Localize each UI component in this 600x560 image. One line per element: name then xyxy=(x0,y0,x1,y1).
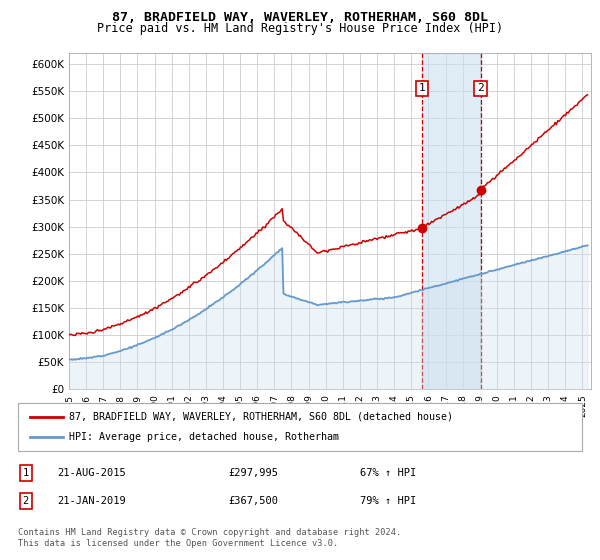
Text: 2: 2 xyxy=(477,83,484,94)
Text: 1: 1 xyxy=(419,83,425,94)
Text: £297,995: £297,995 xyxy=(228,468,278,478)
Text: 21-AUG-2015: 21-AUG-2015 xyxy=(57,468,126,478)
Text: HPI: Average price, detached house, Rotherham: HPI: Average price, detached house, Roth… xyxy=(69,432,339,442)
Text: 67% ↑ HPI: 67% ↑ HPI xyxy=(360,468,416,478)
Text: Price paid vs. HM Land Registry's House Price Index (HPI): Price paid vs. HM Land Registry's House … xyxy=(97,22,503,35)
Text: 79% ↑ HPI: 79% ↑ HPI xyxy=(360,496,416,506)
Text: Contains HM Land Registry data © Crown copyright and database right 2024.
This d: Contains HM Land Registry data © Crown c… xyxy=(18,528,401,548)
Text: 2: 2 xyxy=(23,496,29,506)
Text: 21-JAN-2019: 21-JAN-2019 xyxy=(57,496,126,506)
Text: 87, BRADFIELD WAY, WAVERLEY, ROTHERHAM, S60 8DL (detached house): 87, BRADFIELD WAY, WAVERLEY, ROTHERHAM, … xyxy=(69,412,453,422)
Text: £367,500: £367,500 xyxy=(228,496,278,506)
Bar xyxy=(422,53,481,389)
Text: 87, BRADFIELD WAY, WAVERLEY, ROTHERHAM, S60 8DL: 87, BRADFIELD WAY, WAVERLEY, ROTHERHAM, … xyxy=(112,11,488,24)
Text: 1: 1 xyxy=(23,468,29,478)
